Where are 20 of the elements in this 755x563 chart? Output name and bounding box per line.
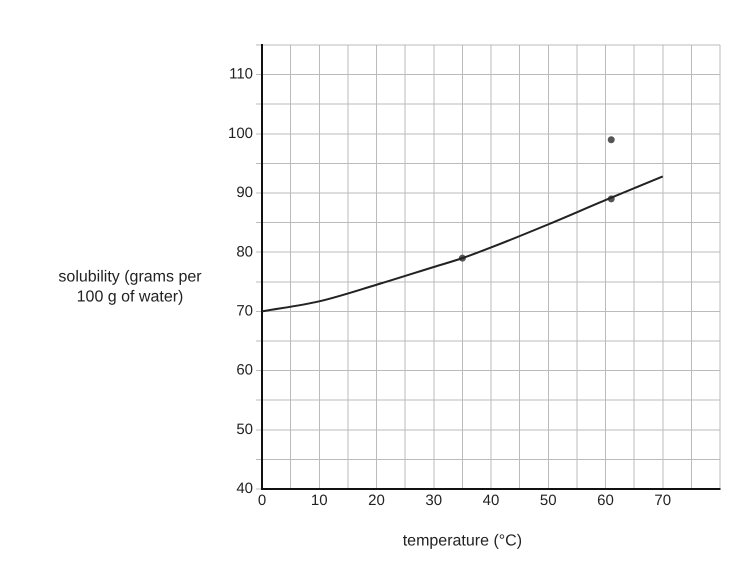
y-tick-label: 60: [236, 362, 254, 379]
y-tick-label: 90: [236, 184, 254, 202]
x-tick-label: 70: [654, 492, 672, 510]
y-tick-label: 110: [229, 66, 254, 83]
point: [608, 136, 615, 144]
line-series: [262, 175, 664, 312]
x-axis-title: temperature (°C): [402, 532, 522, 550]
y-tick-label: 40: [236, 480, 254, 498]
x-tick-label: 60: [597, 492, 614, 510]
x-tick-label: 30: [425, 492, 442, 510]
x-tick-label: 40: [482, 492, 500, 510]
y-tick-label: 50: [236, 420, 254, 438]
x-tick-label: 50: [540, 492, 557, 510]
y-tick-label: 70: [236, 302, 254, 320]
y-axis-title: solubility (grams per 100 g of water): [58, 268, 202, 306]
x-tick-label: 20: [368, 492, 385, 510]
x-tick-label: 10: [310, 492, 328, 510]
y-tick-label: 80: [236, 243, 254, 260]
x-tick-label: 0: [258, 492, 266, 510]
y-tick-label: 100: [228, 124, 254, 142]
